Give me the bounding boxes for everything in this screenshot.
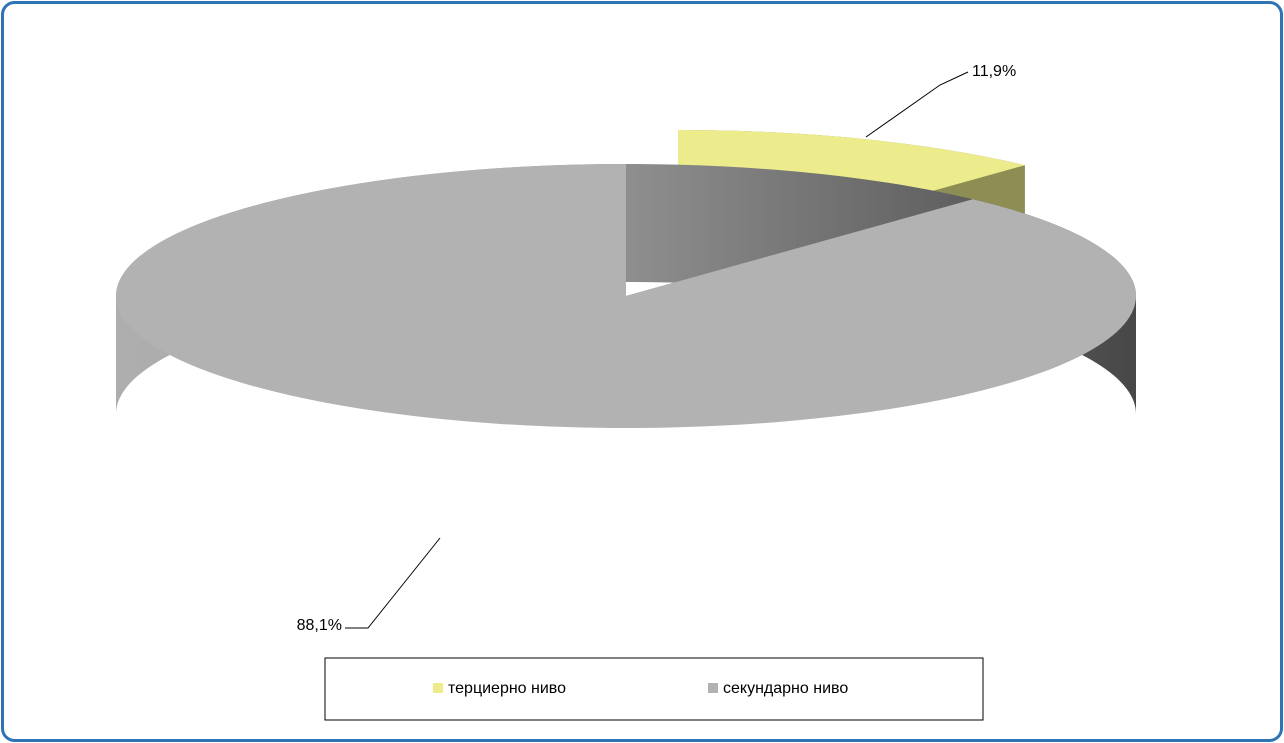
slice-top [116, 164, 1137, 428]
legend-box [324, 657, 984, 721]
legend-swatch [708, 683, 718, 693]
leader-line [865, 71, 969, 138]
data-label: 11,9% [972, 63, 1016, 80]
legend-swatch [433, 683, 443, 693]
leader-line [345, 537, 441, 629]
legend-label: секундарно ниво [723, 680, 848, 697]
data-label: 88,1% [297, 617, 342, 634]
legend-label: терциерно ниво [448, 680, 566, 697]
